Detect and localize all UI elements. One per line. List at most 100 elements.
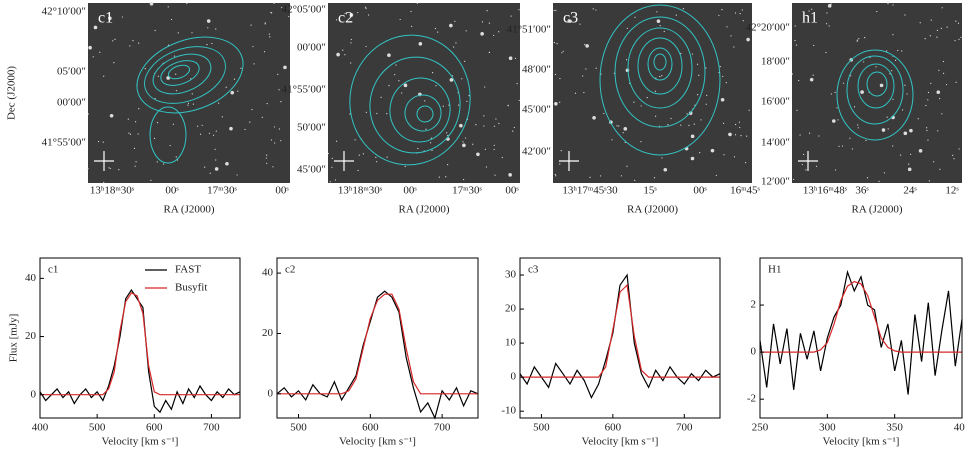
star xyxy=(399,18,401,21)
star xyxy=(175,156,177,158)
y-tick-label: 42′00″ xyxy=(522,146,551,158)
y-tick-label: 05′00″ xyxy=(57,66,86,78)
x-tick-label: 00ˢ xyxy=(165,185,179,197)
star xyxy=(481,21,484,23)
star xyxy=(449,23,453,28)
star xyxy=(344,54,346,56)
star xyxy=(403,83,408,88)
y-tick-label: 14′00″ xyxy=(761,137,790,149)
star xyxy=(866,177,869,179)
star xyxy=(583,91,585,94)
star xyxy=(109,167,111,170)
plot-frame xyxy=(276,257,479,419)
star xyxy=(264,23,266,25)
star xyxy=(688,124,690,126)
star xyxy=(894,59,897,61)
star xyxy=(589,176,591,179)
star xyxy=(945,83,948,86)
star xyxy=(121,16,124,18)
star xyxy=(129,45,131,47)
star xyxy=(263,51,266,53)
y-tick-label: 16′00″ xyxy=(761,96,790,108)
series-line xyxy=(277,293,478,395)
y-tick-label: 00′00″ xyxy=(57,97,86,109)
star xyxy=(358,154,360,156)
star xyxy=(207,27,209,29)
panel-label: c1 xyxy=(98,10,113,27)
star xyxy=(904,84,906,86)
star xyxy=(661,157,663,159)
x-tick-label: 13ʰ16ᵐ48ˢ xyxy=(803,185,848,197)
star xyxy=(850,75,852,77)
y-tick-label: 48′00″ xyxy=(522,64,551,76)
star xyxy=(728,132,732,137)
star xyxy=(150,179,152,181)
star xyxy=(264,22,266,24)
plot-frame xyxy=(519,257,721,419)
star xyxy=(654,90,657,92)
star xyxy=(386,156,388,158)
star xyxy=(740,135,742,137)
star xyxy=(659,25,661,27)
star xyxy=(841,145,844,147)
star xyxy=(592,8,594,10)
star xyxy=(206,19,211,23)
star xyxy=(831,119,836,123)
star xyxy=(209,172,211,174)
star xyxy=(173,55,176,57)
star xyxy=(229,126,233,131)
y-tick-label: 42°05′00″ xyxy=(282,4,326,16)
contour xyxy=(144,46,226,104)
star xyxy=(927,99,929,101)
panel-label: c3 xyxy=(563,10,578,27)
star xyxy=(398,80,400,82)
star xyxy=(114,38,116,40)
x-axis-label: Velocity [km s⁻¹] xyxy=(823,436,900,448)
star xyxy=(828,25,830,27)
sky-image xyxy=(553,3,752,183)
star xyxy=(809,77,814,82)
star xyxy=(705,67,707,69)
star xyxy=(892,4,894,6)
panel-label: c2 xyxy=(285,264,295,276)
star xyxy=(401,92,403,94)
star xyxy=(457,104,460,106)
contour xyxy=(349,34,471,166)
star xyxy=(404,165,406,168)
star xyxy=(92,56,94,58)
contour xyxy=(647,47,673,81)
star xyxy=(453,46,455,48)
star xyxy=(561,52,563,54)
star xyxy=(634,16,636,18)
star xyxy=(475,124,477,126)
star xyxy=(244,128,246,131)
panel-label: c1 xyxy=(48,264,58,276)
star xyxy=(554,101,558,106)
y-tick-label: 12′00″ xyxy=(761,176,790,188)
star xyxy=(927,139,929,141)
star xyxy=(435,85,437,87)
star xyxy=(454,20,456,22)
star xyxy=(661,75,663,77)
star xyxy=(516,83,518,85)
contour xyxy=(627,27,693,109)
x-tick-label: 400 xyxy=(954,422,965,434)
star xyxy=(87,113,89,115)
star xyxy=(938,69,940,71)
star xyxy=(626,27,628,29)
star xyxy=(640,105,642,107)
star xyxy=(236,174,238,176)
star xyxy=(838,145,840,147)
star xyxy=(485,166,488,168)
star xyxy=(103,181,105,183)
star xyxy=(518,99,520,102)
star xyxy=(349,13,354,17)
star xyxy=(498,31,500,33)
star xyxy=(138,108,140,110)
series-line xyxy=(520,283,720,378)
x-tick-label: 24ˢ xyxy=(903,185,917,197)
star xyxy=(700,119,702,121)
star xyxy=(940,27,942,29)
star xyxy=(233,78,236,80)
x-axis-label: Velocity [km s⁻¹] xyxy=(102,436,179,448)
